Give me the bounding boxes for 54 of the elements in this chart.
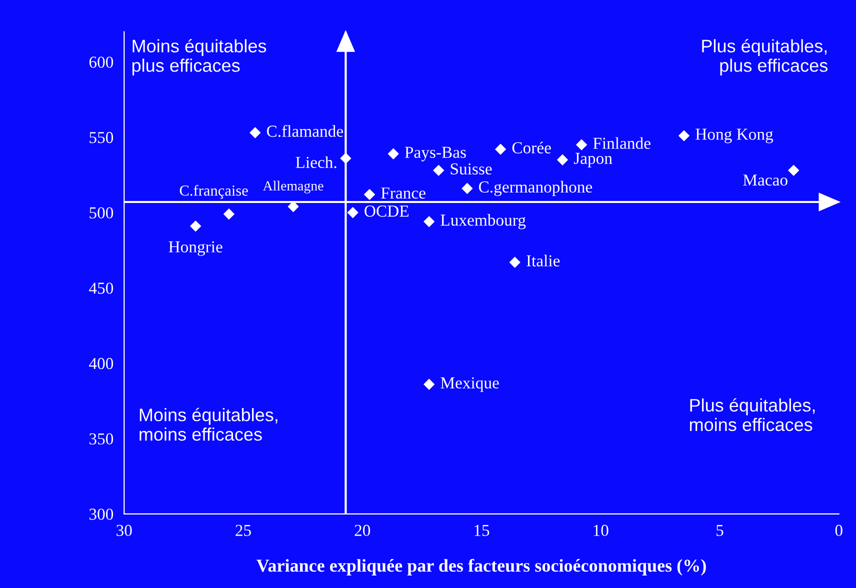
point (576, 139, 588, 150)
x-tick-label: 5 (716, 524, 724, 536)
annotation: Corée (512, 142, 551, 154)
point (364, 188, 376, 200)
annotation: Liech. (296, 156, 336, 168)
point (223, 208, 234, 220)
point (388, 148, 399, 160)
x-tick-label: 0 (835, 524, 842, 536)
y-tick-label: 300 (90, 508, 114, 520)
annotation: Luxembourg (440, 214, 526, 230)
point (424, 216, 435, 228)
point (495, 144, 506, 155)
point (347, 207, 358, 218)
y-tick-label: 600 (89, 56, 114, 68)
x-tick-label: 20 (354, 524, 370, 536)
point (462, 182, 473, 194)
y-tick-label: 450 (89, 282, 114, 294)
point (557, 154, 568, 166)
y-tick-label: 500 (90, 207, 114, 219)
y-tick-label: 350 (90, 433, 114, 445)
annotation: OCDE (364, 206, 408, 217)
annotation: Japon (574, 152, 612, 168)
y-tick-label: 550 (90, 132, 114, 144)
x-tick-label: 25 (236, 524, 251, 536)
point (250, 127, 261, 138)
point (678, 130, 690, 142)
annotation: Moins équitables, moins efficaces (140, 408, 278, 441)
annotation: C.germanophone (479, 180, 592, 196)
annotation: Hongrie (168, 241, 222, 256)
annotation: Mexique (440, 377, 499, 392)
x-tick-label: 30 (116, 524, 132, 536)
annotation: Moins équitables plus efficaces (132, 38, 266, 76)
point (424, 378, 435, 390)
annotation: France (381, 188, 426, 199)
x-tick-label: 10 (594, 524, 608, 536)
annotation: Finlande (593, 137, 650, 149)
point (190, 220, 202, 232)
annotation: Plus équitables, plus efficaces (702, 38, 828, 76)
annotation: Macao (743, 174, 788, 186)
x-tick-label: 15 (474, 524, 490, 536)
annotation: Allemagne (262, 180, 324, 194)
y-tick-label: 400 (89, 358, 114, 370)
annotation: C.flamande (266, 124, 343, 137)
annotation: Suisse (450, 163, 492, 175)
x-axis-title: Variance expliquée par des facteurs socioéconomiques (%) (256, 558, 706, 576)
annotation: Hong Kong (696, 128, 774, 144)
annotation: C.française (180, 184, 248, 199)
annotation: Plus équitables, moins efficaces (690, 398, 815, 432)
point (788, 164, 800, 176)
point (509, 256, 520, 268)
annotation: Italie (526, 254, 560, 266)
annotation: Pays-Bas (404, 146, 466, 162)
point (433, 164, 444, 176)
point (340, 152, 352, 164)
